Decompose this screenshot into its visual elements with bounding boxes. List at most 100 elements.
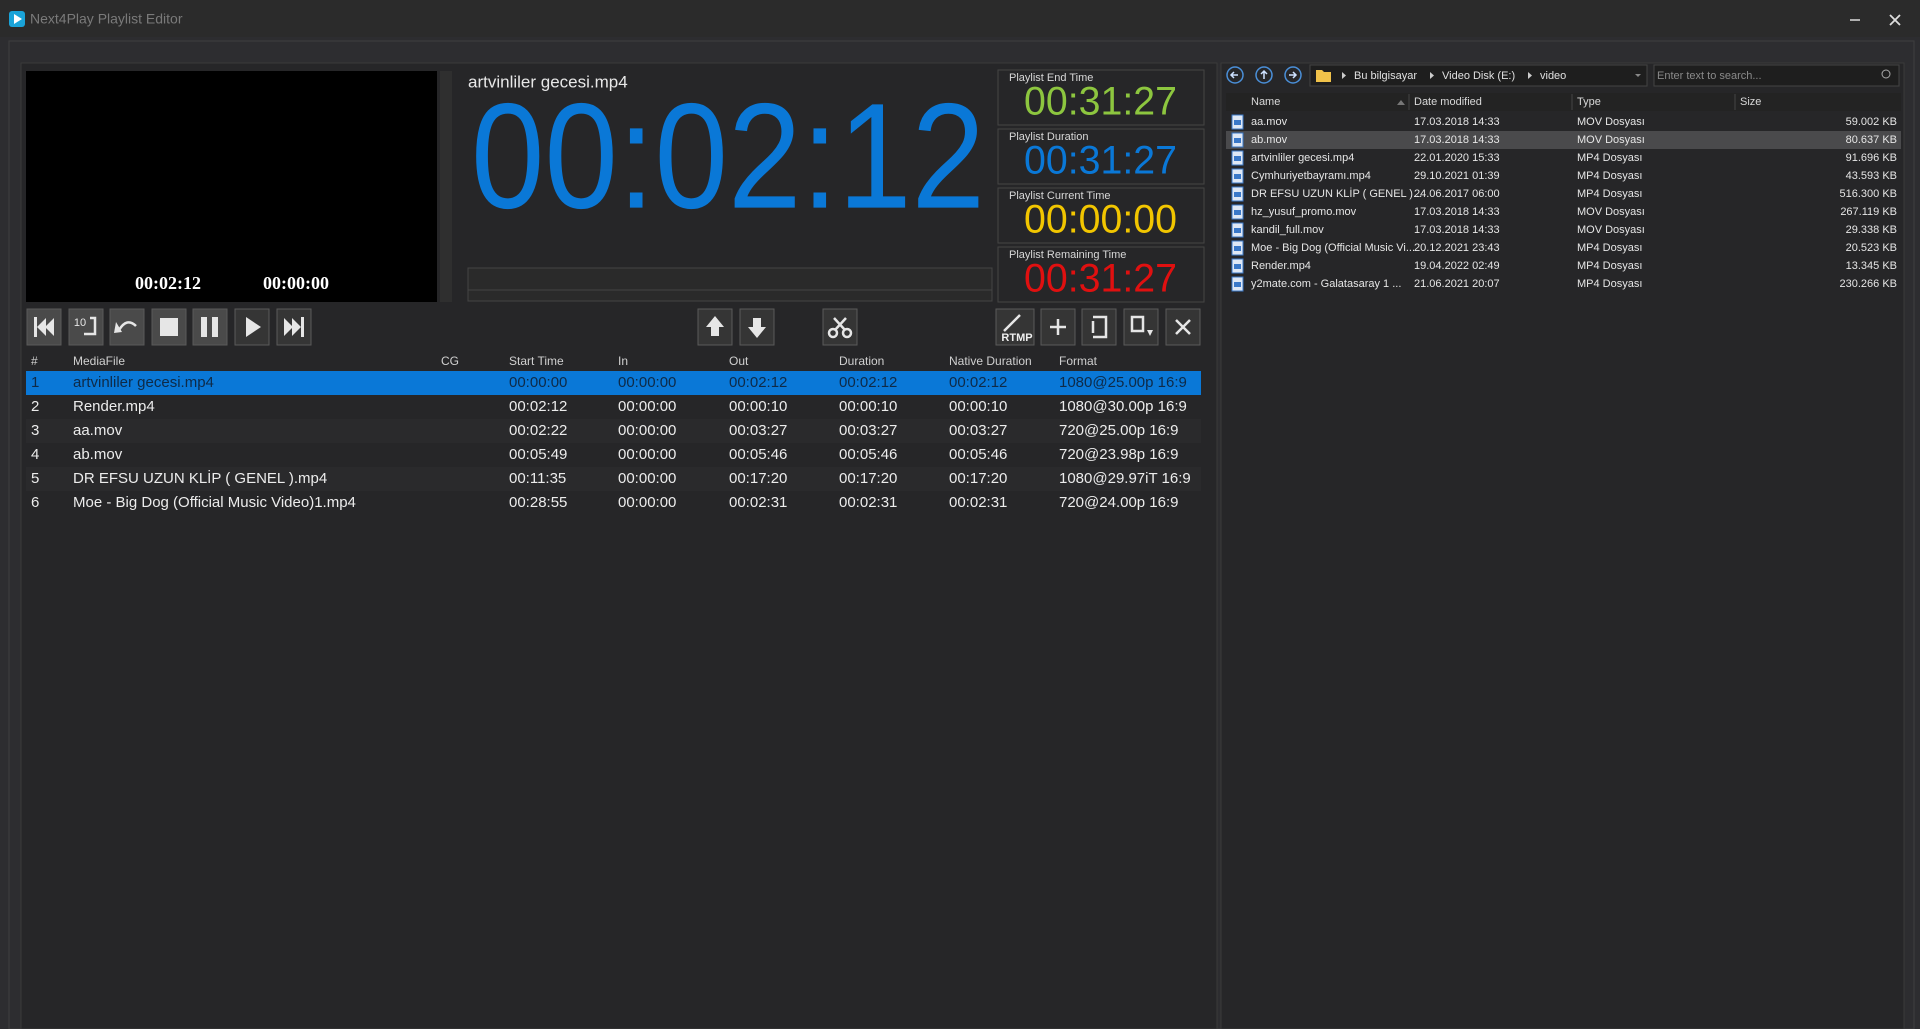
file-cell[interactable]: Render.mp4: [1251, 260, 1311, 272]
playlist-cell: 00:05:46: [729, 446, 787, 463]
playlist-cell: 00:02:31: [839, 494, 897, 511]
remove-button[interactable]: [1165, 308, 1201, 346]
playlist-cell: 720@23.98p 16:9: [1059, 446, 1179, 463]
search-box[interactable]: [1653, 64, 1900, 87]
playlist-column-header: Duration: [839, 354, 884, 368]
file-cell: 20.12.2021 23:43: [1414, 242, 1500, 254]
rewind-10-button[interactable]: 10: [68, 308, 104, 346]
app-icon: [9, 11, 25, 27]
breadcrumb-item[interactable]: Bu bilgisayar: [1354, 70, 1417, 82]
file-cell: MP4 Dosyası: [1577, 260, 1642, 272]
skip-start-button[interactable]: [26, 308, 62, 346]
file-icon-badge: [1234, 156, 1241, 161]
forward-button[interactable]: [1284, 66, 1302, 84]
file-row-selected[interactable]: [1226, 131, 1901, 149]
sort-indicator: [1397, 100, 1405, 105]
back-button[interactable]: [1226, 66, 1244, 84]
playlist-cell: 00:02:31: [949, 494, 1007, 511]
insert-button[interactable]: [1081, 308, 1117, 346]
file-cell: 230.266 KB: [1840, 278, 1898, 290]
up-button[interactable]: [1255, 66, 1273, 84]
title-bar: [0, 0, 1920, 37]
file-cell: MP4 Dosyası: [1577, 242, 1642, 254]
file-cell[interactable]: DR EFSU UZUN KLİP ( GENEL )...: [1251, 187, 1422, 200]
playlist-cell: 00:02:12: [509, 398, 567, 415]
file-icon-badge: [1234, 120, 1241, 125]
playlist-cell: 00:05:49: [509, 446, 567, 463]
playlist-column-header: Format: [1059, 354, 1098, 368]
undo-button[interactable]: [109, 308, 145, 346]
playlist-cell: 00:03:27: [949, 422, 1007, 439]
file-cell[interactable]: ab.mov: [1251, 134, 1288, 146]
playlist-cell: 720@25.00p 16:9: [1059, 422, 1179, 439]
preview-elapsed: 00:02:12: [135, 273, 201, 293]
file-icon-badge: [1234, 246, 1241, 251]
rtmp-button[interactable]: RTMP: [995, 308, 1035, 346]
add-button[interactable]: [1040, 308, 1076, 346]
skip-end-button[interactable]: [276, 308, 312, 346]
playlist-cell: 00:02:12: [949, 374, 1007, 391]
file-cell: 43.593 KB: [1846, 170, 1897, 182]
cut-button[interactable]: [822, 308, 858, 346]
svg-text:10: 10: [74, 317, 86, 329]
playlist-cell: 720@24.00p 16:9: [1059, 494, 1179, 511]
file-icon-badge: [1234, 138, 1241, 143]
playlist-cell: 00:03:27: [839, 422, 897, 439]
playlist-cell: 00:05:46: [949, 446, 1007, 463]
file-cell[interactable]: Cymhuriyetbayramı.mp4: [1251, 170, 1371, 182]
playlist-row[interactable]: [26, 491, 1201, 515]
breadcrumb-arrow: [1528, 72, 1532, 79]
playlist-cell: 00:00:00: [509, 374, 567, 391]
playlist-cell: 00:02:12: [729, 374, 787, 391]
playlist-row[interactable]: [26, 371, 1201, 395]
playlist-row[interactable]: [26, 395, 1201, 419]
path-bar[interactable]: [1309, 64, 1648, 87]
playlist-column-header: #: [31, 354, 38, 368]
play-button[interactable]: [234, 308, 270, 346]
playlist-cell: 1080@29.97iT 16:9: [1059, 470, 1191, 487]
playlist-cell: aa.mov: [73, 422, 123, 439]
status-value: 00:31:27: [1024, 80, 1177, 124]
minimize-button[interactable]: [1840, 6, 1870, 34]
playlist-cell: 1080@30.00p 16:9: [1059, 398, 1187, 415]
folder-icon: [1316, 70, 1331, 82]
breadcrumb-item[interactable]: Video Disk (E:): [1442, 70, 1515, 82]
pause-button[interactable]: [192, 308, 228, 346]
close-button[interactable]: [1880, 6, 1910, 34]
status-box: [997, 187, 1205, 244]
playlist-cell: 00:17:20: [949, 470, 1007, 487]
file-cell[interactable]: artvinliler gecesi.mp4: [1251, 152, 1354, 164]
playlist-row[interactable]: [26, 443, 1201, 467]
file-cell: 59.002 KB: [1846, 116, 1897, 128]
move-down-button[interactable]: [739, 308, 775, 346]
file-cell: MP4 Dosyası: [1577, 188, 1642, 200]
file-cell[interactable]: kandil_full.mov: [1251, 224, 1324, 236]
playlist-row[interactable]: [26, 467, 1201, 491]
file-cell: MP4 Dosyası: [1577, 170, 1642, 182]
file-cell[interactable]: y2mate.com - Galatasaray 1 ...: [1251, 278, 1401, 290]
file-cell: 20.523 KB: [1846, 242, 1897, 254]
playlist-column-header: Native Duration: [949, 354, 1032, 368]
file-cell[interactable]: Moe - Big Dog (Official Music Vi...: [1251, 242, 1415, 254]
preview-remaining: 00:00:00: [263, 273, 329, 293]
playlist-row[interactable]: [26, 419, 1201, 443]
playlist-cell: 1: [31, 374, 39, 391]
append-button[interactable]: [1123, 308, 1159, 346]
breadcrumb-item[interactable]: video: [1540, 70, 1566, 82]
playlist-cell: 00:02:12: [839, 374, 897, 391]
stop-button[interactable]: [151, 308, 187, 346]
search-placeholder: Enter text to search...: [1657, 70, 1762, 82]
audio-meter: [440, 71, 452, 302]
file-cell[interactable]: hz_yusuf_promo.mov: [1251, 206, 1357, 218]
file-cell: 17.03.2018 14:33: [1414, 224, 1500, 236]
playlist-cell: 00:00:00: [618, 422, 676, 439]
file-cell: 80.637 KB: [1846, 134, 1897, 146]
playlist-cell: 00:00:00: [618, 398, 676, 415]
rtmp-label: RTMP: [1001, 332, 1032, 344]
path-dropdown[interactable]: [1635, 74, 1641, 77]
move-up-button[interactable]: [697, 308, 733, 346]
playlist-cell: 00:00:00: [618, 494, 676, 511]
file-cell[interactable]: aa.mov: [1251, 116, 1288, 128]
playlist-cell: 5: [31, 470, 39, 487]
